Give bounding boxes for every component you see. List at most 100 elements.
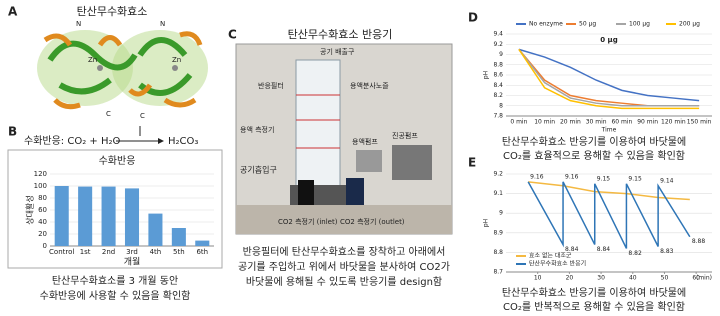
data-label: 8.82 — [628, 250, 642, 257]
legend-label: 효소 없는 대조군 — [529, 252, 572, 260]
y-tick-label: 8.8 — [493, 249, 503, 256]
caption: 공기를 주입하고 위에서 바닷물을 분사하여 CO2가 — [238, 260, 450, 273]
x-tick-label: 6th — [196, 248, 208, 256]
y-axis-label: pH — [483, 71, 490, 79]
series-line — [518, 48, 700, 102]
y-axis-label: pH — [483, 219, 490, 227]
annotation: 0 μg — [600, 36, 617, 44]
y-tick-label: 8.9 — [493, 229, 503, 236]
data-label: 8.84 — [597, 246, 611, 253]
x-tick-label: 3rd — [126, 248, 138, 256]
photo-label: CO2 측정기 (inlet) — [278, 217, 338, 226]
annotation: Zn — [172, 56, 181, 64]
arrowhead — [158, 138, 164, 144]
photo-label: CO2 측정기 (outlet) — [340, 217, 405, 226]
data-label: 9.16 — [565, 173, 579, 180]
photo-label: 반응필터 — [258, 81, 284, 90]
bar — [54, 186, 69, 246]
x-axis-label: 개월 — [124, 256, 141, 268]
photo-label: 용액 측정기 — [240, 125, 274, 134]
bar — [171, 228, 186, 246]
x-tick-label: Control — [49, 248, 74, 256]
panel-label: D — [468, 11, 478, 25]
x-tick-label: 10 — [534, 275, 542, 282]
photo-label: 공기흡입구 — [240, 165, 277, 175]
x-tick-label: 120 min — [661, 119, 686, 126]
annotation: N — [160, 20, 165, 28]
y-tick-label: 9.1 — [493, 190, 503, 197]
x-tick-label: 60 — [692, 275, 700, 282]
panel-title: 탄산무수화효소 — [77, 5, 148, 18]
legend-label: 50 μg — [579, 21, 596, 28]
data-label: 8.84 — [565, 246, 579, 253]
legend-label: 200 μg — [679, 21, 700, 28]
caption: 수화반응에 사용할 수 있음을 확인함 — [40, 290, 191, 302]
data-label: 8.83 — [660, 248, 674, 255]
y-tick-label: 8 — [499, 102, 503, 109]
y-tick-label: 8.8 — [493, 61, 503, 68]
x-tick-label: 10 min — [534, 119, 555, 126]
y-tick-label: 40 — [38, 218, 47, 226]
annotation: C — [140, 112, 145, 120]
y-tick-label: 9.4 — [493, 31, 503, 38]
protein-structure — [37, 30, 208, 110]
y-tick-label: 7.8 — [493, 113, 503, 120]
photo-label: 용액분사노즐 — [350, 81, 389, 90]
caption: 바닷물에 용해될 수 있도록 반응기를 design함 — [246, 275, 442, 288]
photo-label: 용액펌프 — [352, 137, 378, 146]
data-label: 9.15 — [628, 175, 642, 182]
series-line — [527, 181, 691, 249]
legend-label: 100 μg — [629, 21, 650, 28]
x-tick-label: 1st — [80, 248, 91, 256]
legend-label: 탄산무수화효소 반응기 — [529, 260, 586, 268]
y-tick-label: 60 — [38, 206, 47, 214]
y-tick-label: 9 — [499, 51, 503, 58]
caption: CO₂를 반복적으로 용해할 수 있음을 확인함 — [503, 300, 685, 313]
x-tick-label: 2nd — [102, 248, 115, 256]
chart-title: 수화반응 — [99, 155, 136, 167]
y-tick-label: 9 — [499, 210, 503, 217]
annotation: Zn — [88, 56, 97, 64]
y-tick-label: 8.6 — [493, 72, 503, 79]
x-tick-label: 4th — [150, 248, 162, 256]
x-tick-label: 90 min — [637, 119, 658, 126]
x-tick-label: 20 — [566, 275, 574, 282]
panel-label: C — [228, 28, 237, 42]
y-axis-label: 상대활성 — [25, 195, 35, 224]
bar — [195, 240, 210, 246]
x-tick-label: 50 — [661, 275, 669, 282]
y-tick-label: 8.4 — [493, 82, 503, 89]
y-tick-label: 8.7 — [493, 269, 503, 276]
x-tick-label: 150 min — [687, 119, 712, 126]
caption: 탄산무수화효소 반응기를 이용하여 바닷물에 — [502, 286, 686, 299]
x-tick-label: 20 min — [560, 119, 581, 126]
annotation: C — [106, 110, 111, 118]
bar — [78, 186, 93, 246]
panel-title: 탄산무수화효소 반응기 — [288, 28, 393, 41]
data-label: 9.14 — [660, 177, 674, 184]
series-line — [518, 48, 700, 107]
bar — [101, 186, 116, 246]
x-tick-label: 60 min — [611, 119, 632, 126]
photo-label: 진공펌프 — [392, 131, 418, 140]
series-line — [518, 48, 700, 110]
annotation: N — [76, 20, 81, 28]
data-label: 8.88 — [692, 238, 706, 245]
panel-label: E — [468, 156, 476, 170]
caption: 탄산무수화효소를 3 개월 동안 — [52, 275, 178, 287]
y-tick-label: 20 — [38, 230, 47, 238]
data-label: 9.16 — [530, 173, 544, 180]
x-tick-label: 30 — [597, 275, 605, 282]
data-label: 9.15 — [597, 175, 611, 182]
x-tick-label: 40 — [629, 275, 637, 282]
x-axis-label: Time — [601, 127, 617, 134]
legend-label: No enzyme — [529, 21, 563, 28]
x-tick-label: 30 min — [586, 119, 607, 126]
x-tick-label: 5th — [173, 248, 185, 256]
x-axis-label: (min) — [696, 275, 712, 282]
series-line — [528, 181, 690, 201]
y-tick-label: 80 — [38, 194, 47, 202]
reactor-photo — [235, 43, 453, 235]
